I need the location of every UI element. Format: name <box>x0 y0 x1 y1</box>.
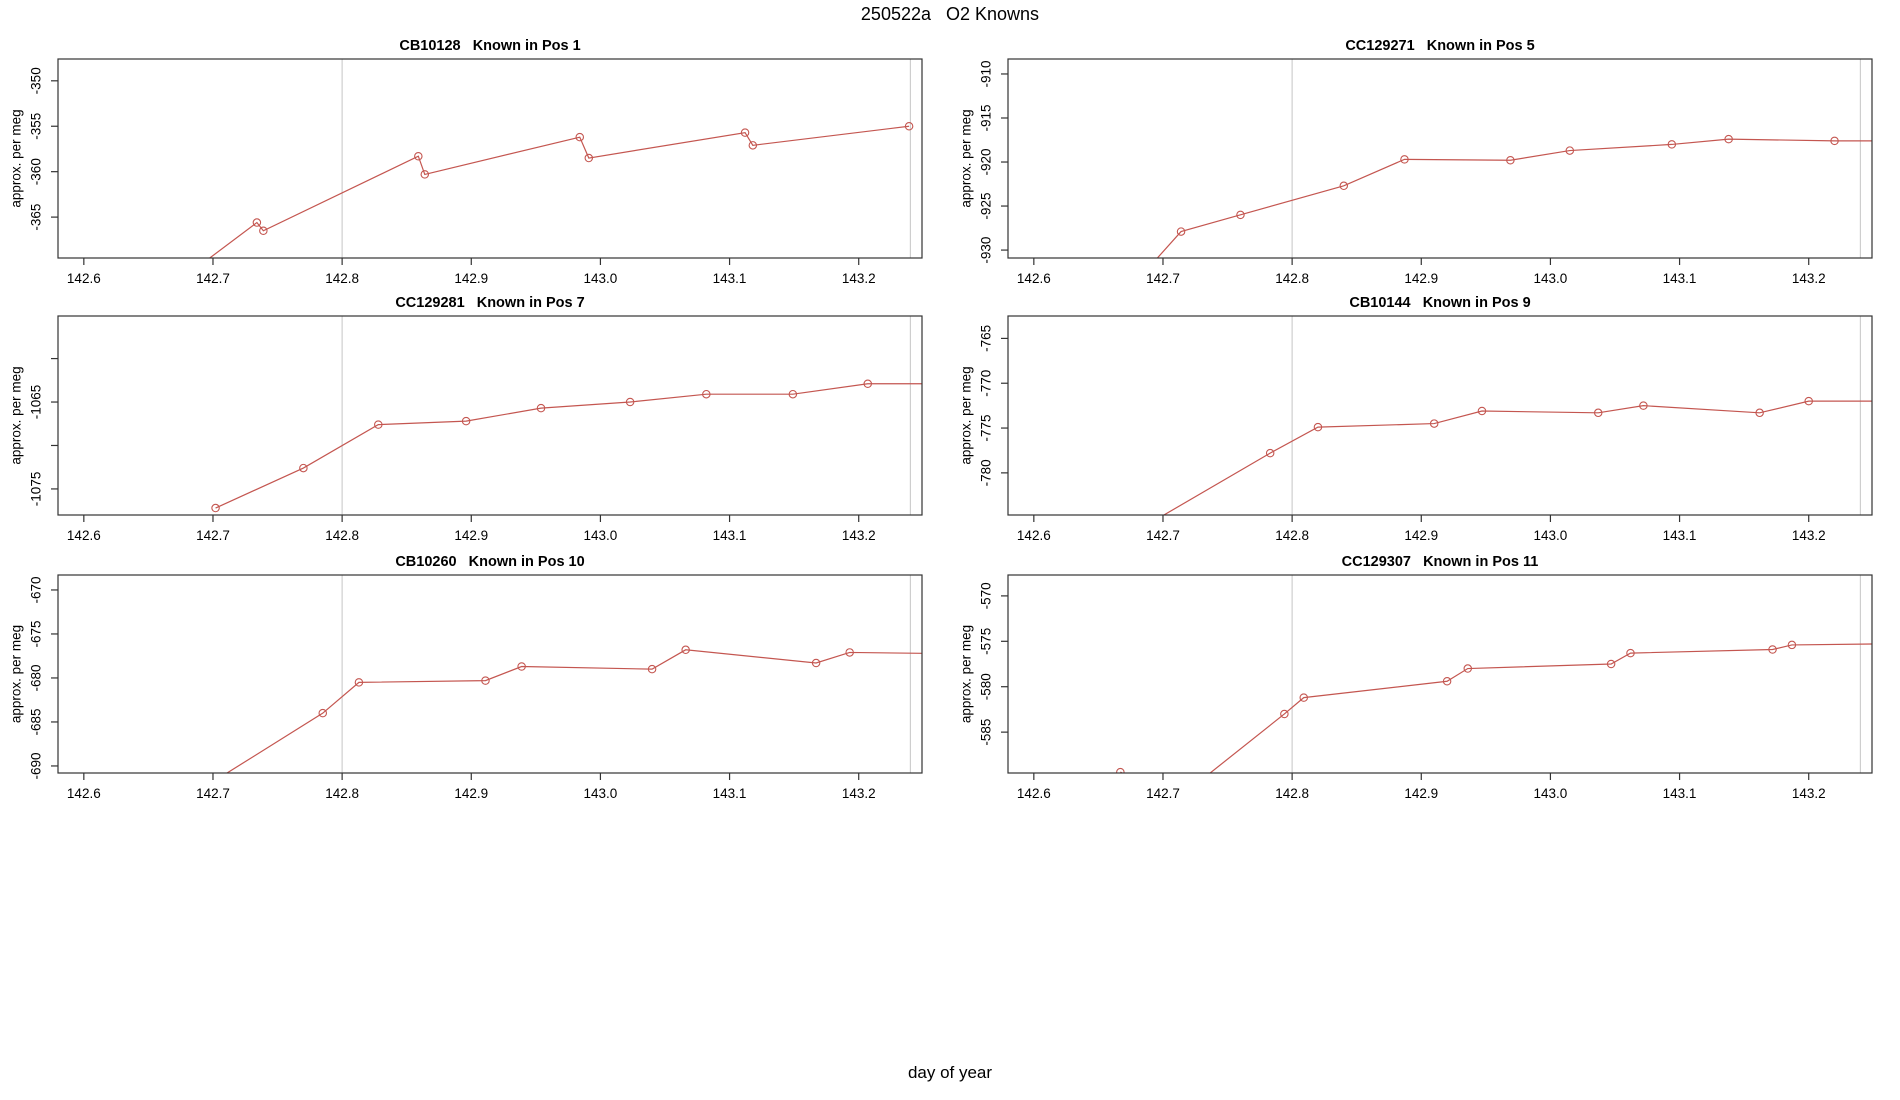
svg-text:-1065: -1065 <box>29 385 44 420</box>
svg-text:-350: -350 <box>29 67 44 94</box>
svg-text:143.0: 143.0 <box>584 786 618 801</box>
svg-text:143.1: 143.1 <box>1663 271 1697 286</box>
svg-text:142.6: 142.6 <box>67 786 101 801</box>
y-axis-label: approx. per meg <box>9 625 24 723</box>
svg-text:142.9: 142.9 <box>454 786 488 801</box>
svg-text:142.9: 142.9 <box>454 528 488 543</box>
subplot-chart-4: 142.6 142.7 142.8 142.9 143.0 143.1 143.2 -765 -… <box>959 295 1873 543</box>
svg-text:-925: -925 <box>979 193 994 220</box>
svg-text:-775: -775 <box>979 415 994 442</box>
svg-text:-690: -690 <box>29 752 44 779</box>
subplot-chart-2: 142.6 142.7 142.8 142.9 143.0 143.1 143.2 -910 -… <box>959 38 1873 286</box>
svg-text:-355: -355 <box>28 113 43 140</box>
subplot-chart-5: 142.6 142.7 142.8 142.9 143.0 143.1 143.2 -670 -… <box>9 554 923 801</box>
svg-text:142.8: 142.8 <box>325 528 359 543</box>
svg-text:143.0: 143.0 <box>1534 271 1568 286</box>
svg-text:142.7: 142.7 <box>196 786 230 801</box>
subplot-chart-1: 142.6 142.7 142.8 142.9 143.0 143.1 143.2 -350 -… <box>9 38 923 286</box>
svg-text:143.1: 143.1 <box>713 528 747 543</box>
svg-text:142.7: 142.7 <box>1146 271 1180 286</box>
svg-text:-765: -765 <box>979 325 994 352</box>
svg-text:-680: -680 <box>29 664 44 691</box>
svg-text:142.9: 142.9 <box>1404 528 1438 543</box>
svg-text:-580: -580 <box>979 673 994 700</box>
svg-text:142.6: 142.6 <box>1017 271 1051 286</box>
subplot-title: CC129307 Known in Pos 11 <box>1342 554 1539 570</box>
svg-text:143.2: 143.2 <box>1792 271 1826 286</box>
svg-text:-585: -585 <box>979 719 994 746</box>
subplot-title: CB10128 Known in Pos 1 <box>399 38 580 54</box>
svg-text:143.2: 143.2 <box>1792 528 1826 543</box>
svg-text:142.8: 142.8 <box>325 271 359 286</box>
svg-text:-920: -920 <box>979 149 994 176</box>
y-axis-label: approx. per meg <box>959 366 974 464</box>
svg-text:143.1: 143.1 <box>1663 786 1697 801</box>
svg-text:142.7: 142.7 <box>1146 528 1180 543</box>
svg-text:142.7: 142.7 <box>196 528 230 543</box>
y-axis-label: approx. per meg <box>9 366 24 464</box>
svg-text:-685: -685 <box>29 708 44 735</box>
x-axis-outer-label: day of year <box>907 1063 993 1082</box>
y-axis-label: approx. per meg <box>9 109 24 207</box>
svg-text:142.8: 142.8 <box>1275 528 1309 543</box>
svg-text:143.0: 143.0 <box>584 528 618 543</box>
subplot-chart-3: 142.6 142.7 142.8 142.9 143.0 143.1 143.2 -1065… <box>9 295 923 543</box>
svg-text:-670: -670 <box>29 576 44 603</box>
svg-text:142.9: 142.9 <box>1404 786 1438 801</box>
subplot-chart-6: 142.6 142.7 142.8 142.9 143.0 143.1 143.2 -570 -… <box>959 554 1873 801</box>
svg-text:143.1: 143.1 <box>1663 528 1697 543</box>
svg-text:142.8: 142.8 <box>325 786 359 801</box>
svg-text:143.0: 143.0 <box>1534 528 1568 543</box>
svg-text:143.0: 143.0 <box>584 271 618 286</box>
svg-text:142.9: 142.9 <box>454 271 488 286</box>
svg-text:143.1: 143.1 <box>713 786 747 801</box>
svg-text:-915: -915 <box>979 104 994 131</box>
svg-text:-365: -365 <box>29 204 44 231</box>
svg-text:142.6: 142.6 <box>1017 528 1051 543</box>
y-axis-label: approx. per meg <box>959 625 974 723</box>
subplot-title: CB10144 Known in Pos 9 <box>1349 295 1530 311</box>
svg-text:143.2: 143.2 <box>842 786 876 801</box>
svg-text:-910: -910 <box>979 60 994 87</box>
svg-text:-360: -360 <box>29 158 44 185</box>
svg-text:142.7: 142.7 <box>196 271 230 286</box>
svg-text:142.8: 142.8 <box>1275 786 1309 801</box>
svg-text:-570: -570 <box>979 582 994 609</box>
svg-text:-1075: -1075 <box>29 472 44 507</box>
svg-text:-675: -675 <box>29 620 44 647</box>
svg-text:142.9: 142.9 <box>1404 271 1438 286</box>
svg-text:-930: -930 <box>979 237 994 264</box>
page-title: 250522a O2 Knowns <box>860 4 1040 24</box>
svg-text:-770: -770 <box>979 370 994 397</box>
svg-text:-780: -780 <box>979 459 994 486</box>
svg-text:143.2: 143.2 <box>842 528 876 543</box>
svg-text:142.7: 142.7 <box>1146 786 1180 801</box>
subplot-title: CC129281 Known in Pos 7 <box>395 295 584 311</box>
svg-text:142.6: 142.6 <box>67 528 101 543</box>
subplot-title: CB10260 Known in Pos 10 <box>395 554 584 570</box>
svg-text:-575: -575 <box>979 628 994 655</box>
subplot-title: CC129271 Known in Pos 5 <box>1345 38 1534 54</box>
svg-text:142.8: 142.8 <box>1275 271 1309 286</box>
y-axis-label: approx. per meg <box>959 109 974 207</box>
svg-text:143.2: 143.2 <box>1792 786 1826 801</box>
svg-text:143.1: 143.1 <box>713 271 747 286</box>
svg-text:143.0: 143.0 <box>1534 786 1568 801</box>
svg-text:142.6: 142.6 <box>67 271 101 286</box>
svg-text:143.2: 143.2 <box>842 271 876 286</box>
svg-text:142.6: 142.6 <box>1017 786 1051 801</box>
